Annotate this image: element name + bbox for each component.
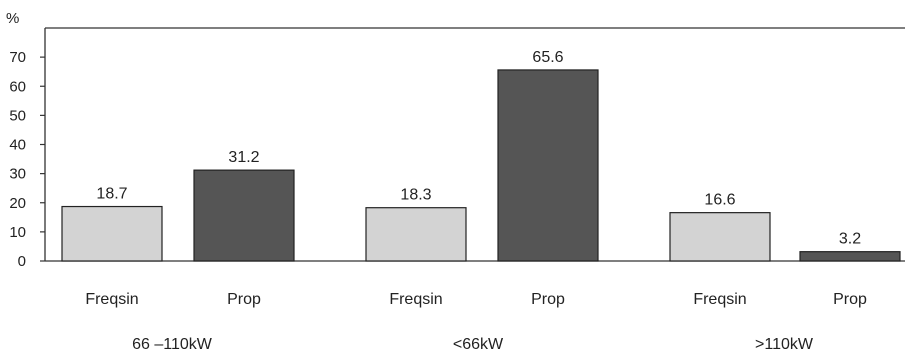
bar-category-label: Prop [227,291,261,308]
bar-prop [193,169,295,262]
bar-value-label: 65.6 [532,49,563,66]
y-tick-label: 30 [9,166,26,183]
bar-category-label: Freqsin [85,291,138,308]
y-tick-label: 60 [9,78,26,95]
category-labels: Freqsin Prop 66 –110kW Freqsin Prop <66kW Freq… [85,291,867,353]
bar-prop [799,251,901,262]
y-axis-unit-label: % [6,10,19,27]
bar-series: 18.7 31.2 18.3 65.6 16.6 3.2 [61,49,901,262]
group-label: <66kW [453,336,504,353]
bar-value-label: 18.3 [400,187,431,204]
bar-value-label: 16.6 [704,192,735,209]
y-tick-label: 0 [18,253,26,270]
y-tick-label: 40 [9,137,26,154]
y-tick-label: 50 [9,107,26,124]
bar-freqsin [669,212,771,262]
bar-category-label: Freqsin [693,291,746,308]
plot-frame [44,27,905,262]
bar-freqsin [61,205,163,262]
group-label: 66 –110kW [132,336,213,353]
y-tick-label: 20 [9,195,26,212]
y-tick-label: 10 [9,224,26,241]
bar-value-label: 3.2 [839,231,861,248]
y-tick-label: 70 [9,49,26,66]
bar-prop [497,69,599,262]
bar-value-label: 18.7 [96,186,127,203]
bar-freqsin [365,207,467,262]
group-label: >110kW [755,336,814,353]
bar-category-label: Prop [833,291,867,308]
bar-category-label: Prop [531,291,565,308]
bar-category-label: Freqsin [389,291,442,308]
bar-value-label: 31.2 [228,149,259,166]
y-axis: % 0 10 20 30 40 50 60 70 [6,10,45,270]
